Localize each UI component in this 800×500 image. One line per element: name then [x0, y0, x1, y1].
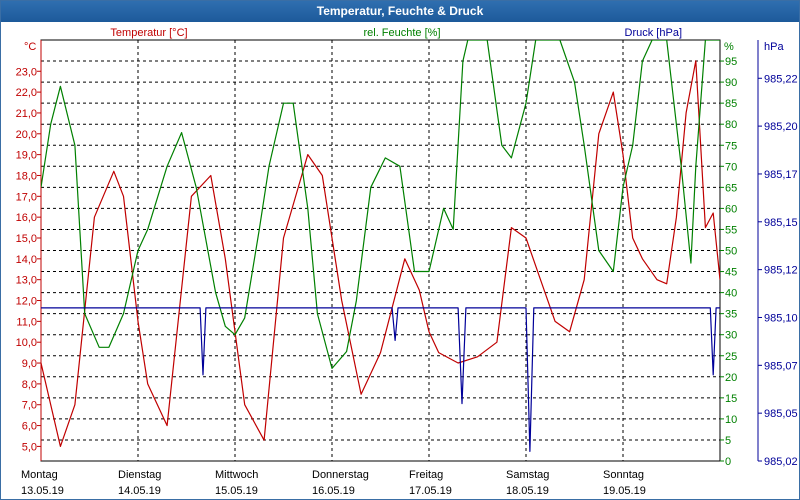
temperature-axis-title: Temperatur [°C]: [110, 27, 187, 39]
day-label-weekday: Freitag: [409, 469, 443, 481]
temperature-tick-label: 19,0: [16, 150, 37, 162]
temperature-tick-label: 7,0: [22, 400, 37, 412]
temperature-tick-label: 17,0: [16, 191, 37, 203]
humidity-tick-label: 75: [725, 140, 737, 152]
temperature-tick-label: 5,0: [22, 441, 37, 453]
temperature-tick-label: 22,0: [16, 87, 37, 99]
day-label-date: 15.05.19: [215, 485, 258, 497]
humidity-tick-label: 50: [725, 246, 737, 258]
pressure-tick-label: 985,22: [764, 73, 798, 85]
pressure-tick-label: 985,20: [764, 121, 798, 133]
day-label-date: 19.05.19: [603, 485, 646, 497]
pressure-tick-label: 985,17: [764, 169, 798, 181]
series-line-humidity: [41, 40, 720, 369]
humidity-tick-label: 40: [725, 288, 737, 300]
day-label-weekday: Samstag: [506, 469, 549, 481]
temperature-tick-label: 14,0: [16, 254, 37, 266]
pressure-tick-label: 985,07: [764, 360, 798, 372]
humidity-tick-label: 90: [725, 77, 737, 89]
pressure-unit: hPa: [764, 41, 784, 53]
day-label-weekday: Donnerstag: [312, 469, 369, 481]
pressure-tick-label: 985,02: [764, 456, 798, 468]
series-line-pressure: [41, 307, 720, 452]
humidity-tick-label: 20: [725, 372, 737, 384]
temperature-tick-label: 11,0: [16, 316, 37, 328]
humidity-tick-label: 95: [725, 56, 737, 68]
temperature-tick-label: 16,0: [16, 212, 37, 224]
humidity-axis-title: rel. Feuchte [%]: [363, 27, 440, 39]
temperature-tick-label: 8,0: [22, 379, 37, 391]
humidity-tick-label: 70: [725, 161, 737, 173]
temperature-tick-label: 9,0: [22, 358, 37, 370]
day-label-date: 14.05.19: [118, 485, 161, 497]
day-label-weekday: Montag: [21, 469, 58, 481]
temperature-tick-label: 10,0: [16, 337, 37, 349]
humidity-tick-label: 60: [725, 203, 737, 215]
humidity-tick-label: 35: [725, 309, 737, 321]
humidity-tick-label: 55: [725, 224, 737, 236]
temperature-unit: °C: [24, 41, 36, 53]
humidity-tick-label: 80: [725, 119, 737, 131]
pressure-tick-label: 985,05: [764, 408, 798, 420]
pressure-axis-title: Druck [hPa]: [625, 27, 682, 39]
series-lines: [41, 40, 720, 452]
humidity-tick-label: 15: [725, 393, 737, 405]
temperature-tick-label: 13,0: [16, 275, 37, 287]
humidity-unit: %: [724, 41, 734, 53]
day-label-date: 17.05.19: [409, 485, 452, 497]
temperature-tick-label: 21,0: [16, 108, 37, 120]
humidity-tick-label: 85: [725, 98, 737, 110]
day-label-weekday: Mittwoch: [215, 469, 258, 481]
humidity-tick-label: 65: [725, 182, 737, 194]
humidity-tick-label: 30: [725, 330, 737, 342]
humidity-tick-label: 0: [725, 456, 731, 468]
day-label-date: 18.05.19: [506, 485, 549, 497]
temperature-tick-label: 23,0: [16, 66, 37, 78]
temperature-tick-label: 20,0: [16, 129, 37, 141]
temperature-tick-label: 6,0: [22, 421, 37, 433]
day-label-weekday: Sonntag: [603, 469, 644, 481]
axis-labels: Temperatur [°C] rel. Feuchte [%] Druck […: [24, 27, 784, 53]
day-label-date: 16.05.19: [312, 485, 355, 497]
grid: [40, 39, 721, 462]
humidity-tick-label: 10: [725, 414, 737, 426]
day-label-date: 13.05.19: [21, 485, 64, 497]
temperature-tick-label: 15,0: [16, 233, 37, 245]
pressure-tick-label: 985,15: [764, 217, 798, 229]
window-title: Temperatur, Feuchte & Druck: [1, 1, 799, 22]
humidity-tick-label: 45: [725, 267, 737, 279]
humidity-tick-label: 25: [725, 351, 737, 363]
humidity-tick-label: 5: [725, 435, 731, 447]
day-label-weekday: Dienstag: [118, 469, 161, 481]
series-line-temperature: [41, 60, 720, 447]
axes: Montag 13.05.19 Dienstag 14.05.19 Mittwoch 15…: [16, 40, 798, 497]
temperature-tick-label: 12,0: [16, 296, 37, 308]
temperature-tick-label: 18,0: [16, 170, 37, 182]
pressure-tick-label: 985,12: [764, 265, 798, 277]
pressure-tick-label: 985,10: [764, 312, 798, 324]
